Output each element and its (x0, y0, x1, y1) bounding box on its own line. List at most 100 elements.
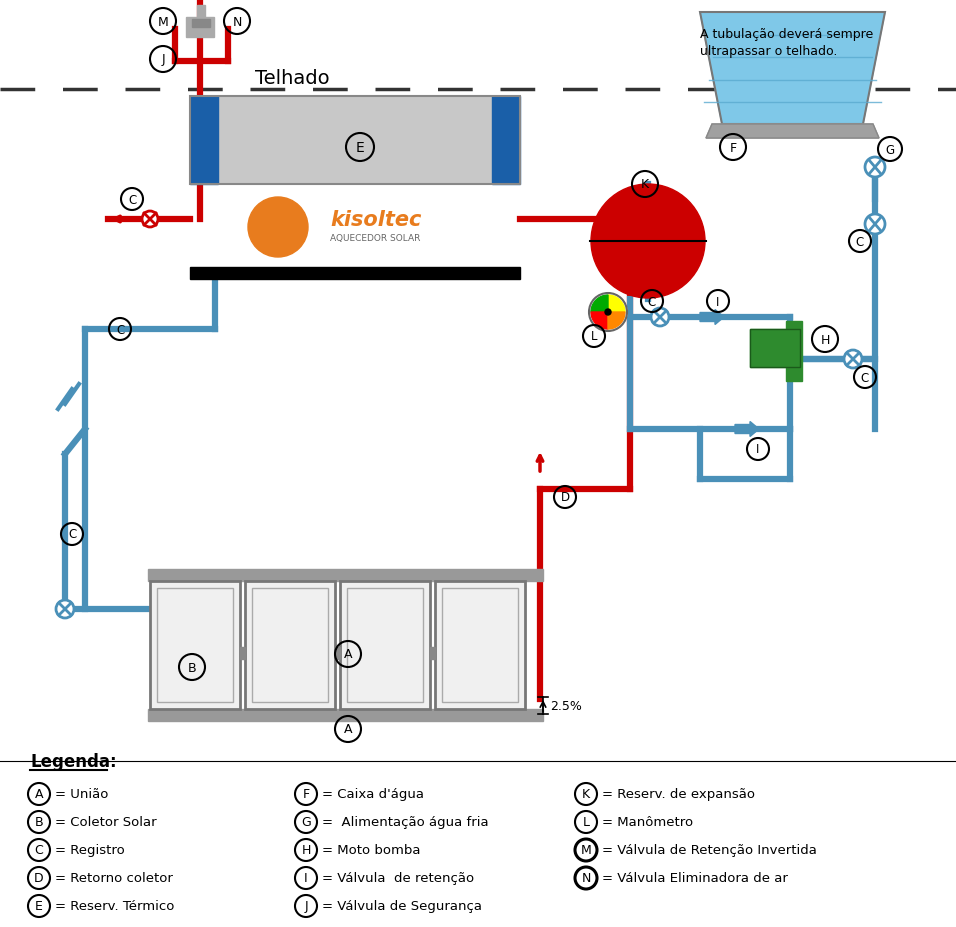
Bar (435, 581, 525, 709)
Bar (190, 97, 520, 184)
Text: A tubulação deverá sempre
ultrapassar o telhado.: A tubulação deverá sempre ultrapassar o … (700, 28, 873, 57)
Text: J: J (304, 899, 308, 912)
Bar (252, 589, 328, 703)
Text: I: I (716, 295, 720, 308)
Text: = Caixa d'água: = Caixa d'água (322, 788, 424, 801)
Text: F: F (729, 141, 736, 154)
Bar (192, 20, 210, 28)
Text: B: B (187, 661, 196, 674)
FancyArrow shape (735, 422, 759, 437)
Text: N: N (232, 16, 242, 29)
Bar (430, 647, 435, 659)
Text: = Coletor Solar: = Coletor Solar (55, 816, 157, 829)
Text: C: C (68, 528, 76, 541)
Bar (190, 268, 520, 280)
Text: B: B (34, 816, 43, 829)
Wedge shape (591, 296, 608, 312)
Bar (190, 97, 520, 184)
Text: C: C (860, 371, 869, 384)
Bar (492, 97, 520, 184)
Circle shape (844, 350, 862, 369)
Circle shape (865, 158, 885, 178)
Text: G: G (301, 816, 311, 829)
Text: C: C (856, 235, 864, 248)
Text: = Reserv. Térmico: = Reserv. Térmico (55, 899, 174, 912)
Bar (340, 581, 430, 709)
Text: C: C (648, 295, 656, 308)
Bar (148, 709, 543, 721)
Text: C: C (128, 194, 136, 207)
Text: AQUECEDOR SOLAR: AQUECEDOR SOLAR (330, 234, 421, 242)
Text: J: J (162, 54, 164, 67)
Text: M: M (158, 16, 168, 29)
Bar (190, 97, 218, 184)
Text: K: K (641, 178, 649, 191)
Bar (245, 581, 335, 709)
Bar (157, 589, 233, 703)
Text: = Válvula Eliminadora de ar: = Válvula Eliminadora de ar (602, 871, 788, 884)
Bar (150, 581, 240, 709)
Circle shape (651, 309, 669, 326)
Circle shape (248, 197, 308, 258)
Text: =  Alimentação água fria: = Alimentação água fria (322, 816, 489, 829)
Polygon shape (700, 13, 885, 125)
Bar (150, 581, 240, 709)
Text: 2.5%: 2.5% (550, 700, 582, 713)
Text: = Manômetro: = Manômetro (602, 816, 693, 829)
Text: I: I (304, 871, 308, 884)
Wedge shape (591, 312, 608, 330)
Polygon shape (706, 125, 879, 139)
Bar (750, 330, 800, 368)
Text: L: L (582, 816, 590, 829)
Text: C: C (116, 324, 124, 337)
Text: A: A (344, 723, 352, 736)
Bar (435, 581, 525, 709)
Bar (197, 6, 205, 18)
Bar (186, 18, 214, 38)
Text: A: A (34, 788, 43, 801)
Bar (245, 581, 335, 709)
Text: C: C (34, 844, 43, 857)
Text: Telhado: Telhado (255, 69, 330, 87)
Text: = Válvula  de retenção: = Válvula de retenção (322, 871, 474, 884)
Text: = Válvula de Segurança: = Válvula de Segurança (322, 899, 482, 912)
Text: D: D (560, 491, 570, 504)
Text: K: K (582, 788, 590, 801)
Circle shape (865, 215, 885, 235)
Circle shape (56, 601, 74, 618)
Wedge shape (608, 312, 625, 330)
FancyArrow shape (700, 311, 724, 325)
Text: = Registro: = Registro (55, 844, 124, 857)
Text: E: E (356, 141, 364, 155)
Text: = Válvula de Retenção Invertida: = Válvula de Retenção Invertida (602, 844, 816, 857)
Text: = União: = União (55, 788, 108, 801)
Text: kisoltec: kisoltec (330, 210, 422, 230)
Text: H: H (301, 844, 311, 857)
Text: Legenda:: Legenda: (30, 752, 117, 770)
Bar (340, 581, 430, 709)
Text: H: H (820, 333, 830, 346)
Text: E: E (35, 899, 43, 912)
Text: = Retorno coletor: = Retorno coletor (55, 871, 173, 884)
Text: I: I (756, 443, 760, 456)
Bar (335, 647, 340, 659)
Circle shape (591, 184, 705, 298)
Bar (786, 322, 802, 382)
Text: N: N (581, 871, 591, 884)
Circle shape (589, 294, 627, 332)
Text: F: F (302, 788, 310, 801)
Bar (347, 589, 423, 703)
Text: G: G (885, 144, 895, 157)
Text: = Reserv. de expansão: = Reserv. de expansão (602, 788, 755, 801)
Text: L: L (591, 330, 598, 343)
Text: = Moto bomba: = Moto bomba (322, 844, 421, 857)
Bar (750, 330, 800, 368)
Text: D: D (34, 871, 44, 884)
Circle shape (605, 310, 611, 316)
Text: M: M (580, 844, 592, 857)
Wedge shape (608, 296, 625, 312)
Bar (240, 647, 245, 659)
Bar (148, 569, 543, 581)
Text: A: A (344, 648, 352, 661)
Circle shape (142, 211, 158, 228)
